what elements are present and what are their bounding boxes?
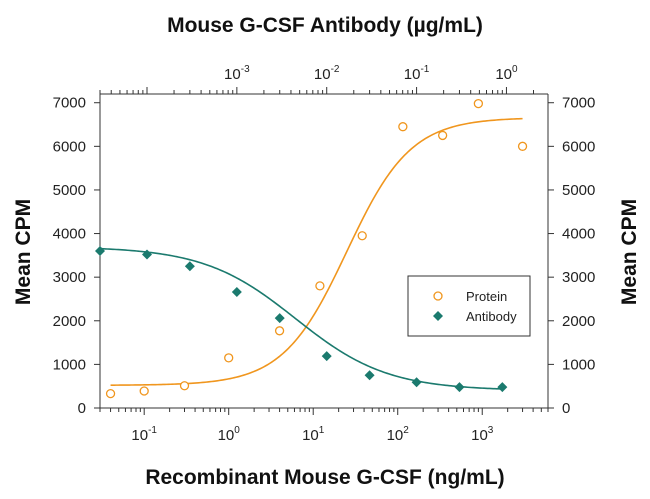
left-tick-label: 4000 [53,226,86,243]
bottom-tick-label: 103 [471,425,494,444]
antibody-point [95,246,105,256]
bottom-tick-label: 100 [218,425,241,444]
protein-point [437,130,448,141]
legend-box [407,275,531,337]
bottom-tick-label: 102 [387,425,410,444]
bottom-axis-title: Recombinant Mouse G-CSF (ng/mL) [145,466,504,489]
protein-point [224,353,234,363]
legend: Protein Antibody [407,275,531,337]
antibody-point [454,382,465,393]
protein-fit-curve [110,117,523,386]
right-tick-label: 4000 [562,226,595,243]
protein-point [139,386,149,396]
antibody-point [497,382,508,393]
protein-point [473,98,484,109]
legend-protein-label: Protein [466,289,507,304]
left-tick-label: 7000 [53,95,86,112]
right-tick-label: 0 [562,400,570,417]
right-tick-label: 2000 [562,313,595,330]
top-tick-label: 10-1 [404,64,430,83]
bottom-tick-label: 10-1 [131,425,157,444]
antibody-point [274,313,285,324]
right-axis-title: Mean CPM [618,199,641,305]
protein-point [274,326,285,336]
protein-point [179,381,190,391]
protein-point [517,141,528,151]
protein-point [357,231,367,241]
antibody-fit-curve [99,247,503,390]
right-tick-label: 1000 [562,356,595,373]
bottom-tick-label: 101 [302,425,325,444]
left-tick-label: 1000 [53,356,86,373]
antibody-point [411,377,422,388]
top-tick-label: 10-2 [314,64,340,83]
left-tick-label: 2000 [53,313,86,330]
right-tick-label: 5000 [562,182,595,199]
legend-antibody-marker [433,311,443,321]
legend-antibody-label: Antibody [466,309,517,324]
antibody-point [321,351,332,362]
top-tick-label: 10-3 [224,64,250,83]
antibody-point [231,286,242,297]
right-tick-label: 7000 [562,95,595,112]
protein-point [105,388,116,399]
left-tick-label: 3000 [53,269,86,286]
legend-protein-marker [433,291,443,301]
left-tick-label: 5000 [53,182,86,199]
top-axis-title: Mouse G-CSF Antibody (µg/mL) [167,14,483,37]
antibody-point [141,249,152,260]
antibody-point [184,261,195,272]
right-tick-label: 6000 [562,138,595,155]
top-tick-label: 100 [495,64,518,83]
left-tick-label: 6000 [53,138,86,155]
protein-point [315,281,325,291]
protein-point [398,122,408,132]
right-tick-label: 3000 [562,269,595,286]
left-axis-title: Mean CPM [12,199,35,305]
left-tick-label: 0 [78,400,86,417]
antibody-point [364,370,375,381]
